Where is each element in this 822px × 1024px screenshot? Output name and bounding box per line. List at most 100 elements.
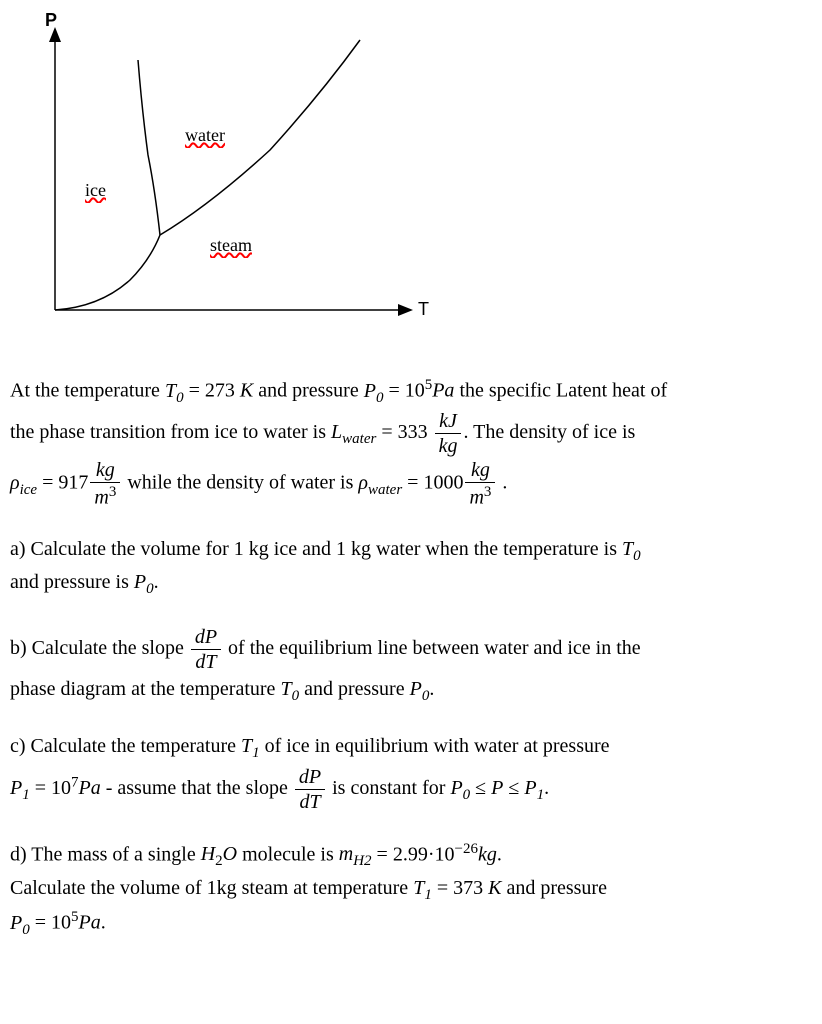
- text: .: [497, 472, 507, 494]
- y-axis-label: P: [45, 10, 57, 30]
- num: dP: [191, 625, 221, 650]
- den: m3: [465, 483, 495, 510]
- text: the specific Latent heat of: [454, 380, 667, 402]
- text: and pressure: [253, 380, 364, 402]
- var: P: [410, 678, 422, 700]
- P1: P1: [524, 777, 544, 799]
- var: T: [622, 538, 633, 560]
- text: = 917: [37, 472, 88, 494]
- P1: P1: [10, 777, 30, 799]
- H: H: [201, 843, 215, 865]
- text: of ice in equilibrium with water at pres…: [260, 735, 610, 757]
- text: = 373: [432, 877, 488, 899]
- m: m: [469, 487, 483, 509]
- num: kJ: [435, 409, 462, 434]
- question-c: c) Calculate the temperature T1 of ice i…: [10, 731, 812, 814]
- exp: −26: [455, 841, 478, 857]
- var: m: [339, 843, 353, 865]
- text: = 333: [376, 421, 432, 443]
- exp: 5: [71, 909, 79, 925]
- text: .: [101, 912, 106, 934]
- text: = 10: [30, 912, 71, 934]
- P0: P0: [450, 777, 470, 799]
- sub: 0: [176, 390, 184, 406]
- text: .: [544, 777, 549, 799]
- sub: 0: [292, 688, 300, 704]
- T1: T1: [241, 735, 260, 757]
- m: m: [94, 487, 108, 509]
- sub: 0: [633, 548, 641, 564]
- question-d: d) The mass of a single H2O molecule is …: [10, 838, 812, 942]
- K: K: [240, 380, 253, 402]
- H2O: H2O: [201, 843, 237, 865]
- sub: 0: [146, 581, 154, 597]
- text: = 10: [30, 777, 71, 799]
- var: T: [165, 380, 176, 402]
- var: P: [450, 777, 462, 799]
- P0: P0: [364, 380, 384, 402]
- exp: 3: [484, 484, 492, 500]
- P0: P0: [134, 571, 154, 593]
- sub: 1: [22, 787, 30, 803]
- sub: water: [342, 431, 376, 447]
- sub: ice: [20, 482, 37, 498]
- num: dP: [295, 765, 325, 790]
- text: and pressure is: [10, 571, 134, 593]
- Lwater: Lwater: [331, 421, 376, 443]
- text: is constant for: [327, 777, 450, 799]
- frac-dP-dT: dPdT: [191, 625, 221, 674]
- text: of the equilibrium line between water an…: [223, 637, 641, 659]
- Pa: Pa: [432, 380, 454, 402]
- var: L: [331, 421, 342, 443]
- Pa: Pa: [79, 777, 101, 799]
- T1: T1: [413, 877, 432, 899]
- var: P: [10, 912, 22, 934]
- text: phase diagram at the temperature: [10, 678, 280, 700]
- exp: 3: [109, 484, 117, 500]
- phase-diagram: P T ice water steam: [10, 10, 812, 354]
- frac-dP-dT: dPdT: [295, 765, 325, 814]
- sub: 0: [22, 922, 30, 938]
- steam-label: steam: [210, 235, 252, 255]
- var: T: [280, 678, 291, 700]
- den: dT: [295, 790, 325, 814]
- rho-water: ρwater: [358, 472, 402, 494]
- K: K: [488, 877, 501, 899]
- frac-kg-m3-2: kgm3: [465, 458, 495, 510]
- question-b: b) Calculate the slope dPdT of the equil…: [10, 625, 812, 708]
- kg: kg: [478, 843, 497, 865]
- var: P: [10, 777, 22, 799]
- text: = 1000: [402, 472, 463, 494]
- text: and pressure: [501, 877, 607, 899]
- text: and pressure: [299, 678, 410, 700]
- text: d) The mass of a single: [10, 843, 201, 865]
- P0: P0: [410, 678, 430, 700]
- text: while the density of water is: [122, 472, 358, 494]
- sub: 1: [424, 887, 432, 903]
- text: .: [154, 571, 159, 593]
- text: b) Calculate the slope: [10, 637, 189, 659]
- text: . The density of ice is: [463, 421, 635, 443]
- Pa: Pa: [79, 912, 101, 934]
- text: = 2.99·10: [372, 843, 455, 865]
- water-label: water: [185, 125, 225, 145]
- leq: ≤: [503, 777, 524, 799]
- sublimation-curve: [55, 235, 160, 310]
- P0: P0: [10, 912, 30, 934]
- text: = 273: [184, 380, 240, 402]
- var: P: [134, 571, 146, 593]
- x-axis-label: T: [418, 299, 429, 319]
- sub: water: [368, 482, 402, 498]
- T0: T0: [280, 678, 299, 700]
- var: P: [524, 777, 536, 799]
- var: T: [241, 735, 252, 757]
- exp: 7: [71, 774, 79, 790]
- var: ρ: [358, 472, 368, 494]
- fusion-curve: [138, 60, 160, 235]
- P: P: [491, 777, 503, 799]
- sub: H2: [353, 853, 371, 869]
- intro-paragraph: At the temperature T0 = 273 K and pressu…: [10, 374, 812, 510]
- leq: ≤: [470, 777, 491, 799]
- text: Calculate the volume of 1kg steam at tem…: [10, 877, 413, 899]
- var: P: [364, 380, 376, 402]
